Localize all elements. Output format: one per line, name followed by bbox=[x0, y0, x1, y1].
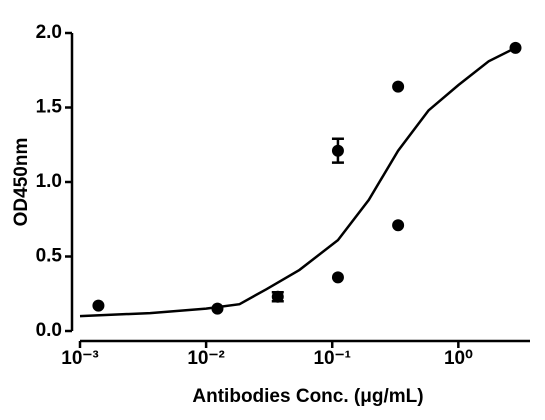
fit-curve bbox=[79, 46, 517, 318]
x-tick-label: 10⁻² bbox=[187, 348, 225, 369]
data-point bbox=[331, 144, 344, 157]
y-tick-label: 2.0 bbox=[36, 22, 62, 43]
data-point bbox=[211, 302, 224, 315]
data-point bbox=[271, 290, 284, 303]
data-point bbox=[392, 80, 405, 93]
data-point bbox=[331, 271, 344, 284]
x-tick-label: 10⁻³ bbox=[61, 348, 99, 369]
x-tick-label: 10⁰ bbox=[444, 348, 473, 369]
y-tick-label: 0.0 bbox=[36, 320, 62, 341]
x-tick-label: 10⁻¹ bbox=[313, 348, 351, 369]
data-point bbox=[509, 41, 522, 54]
y-tick-label: 1.0 bbox=[36, 171, 62, 192]
data-point bbox=[392, 219, 405, 232]
data-point bbox=[92, 299, 105, 312]
y-tick-label: 0.5 bbox=[36, 246, 63, 267]
y-axis-title: OD450nm bbox=[11, 138, 32, 227]
y-tick-label: 1.5 bbox=[36, 97, 63, 118]
x-axis-title: Antibodies Conc. (μg/mL) bbox=[192, 386, 423, 407]
